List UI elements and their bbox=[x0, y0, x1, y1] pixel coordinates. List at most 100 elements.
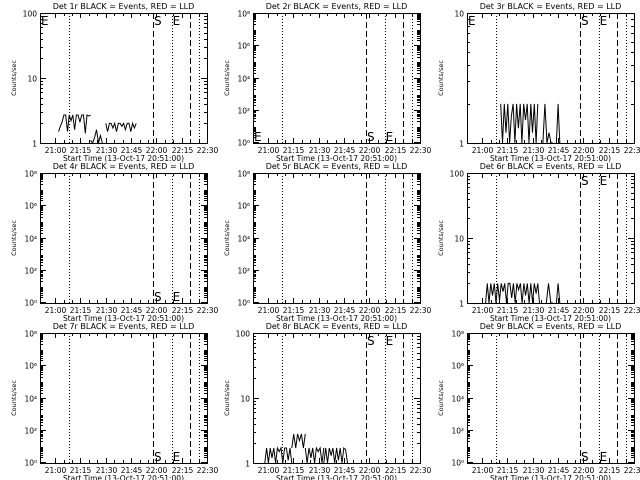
events-series-line bbox=[58, 114, 91, 134]
events-series-line bbox=[542, 103, 553, 144]
x-tick-label: 21:30 bbox=[309, 306, 331, 315]
x-tick-label: 21:00 bbox=[258, 146, 280, 155]
event-marker-label: E bbox=[600, 14, 608, 28]
y-axis-label: Counts/sec bbox=[223, 380, 231, 416]
plot-frame bbox=[40, 333, 208, 464]
x-tick-label: 21:30 bbox=[523, 466, 545, 475]
x-axis-label: Start Time (13-Oct-17 20:51:00) bbox=[490, 314, 611, 323]
y-tick-label: 10⁰ bbox=[237, 139, 250, 148]
y-tick-label: 10² bbox=[237, 267, 250, 276]
x-tick-label: 21:30 bbox=[309, 146, 331, 155]
x-axis-label: Start Time (13-Oct-17 20:51:00) bbox=[276, 474, 397, 480]
event-marker-label: S bbox=[154, 290, 162, 304]
x-tick-label: 22:30 bbox=[624, 306, 640, 315]
x-tick-label: 22:30 bbox=[410, 466, 432, 475]
x-axis-label: Start Time (13-Oct-17 20:51:00) bbox=[63, 474, 184, 480]
y-tick-label: 10 bbox=[454, 10, 464, 19]
x-tick-label: 22:00 bbox=[573, 466, 595, 475]
x-tick-label: 22:15 bbox=[172, 466, 194, 475]
x-tick-label: 21:15 bbox=[497, 306, 519, 315]
y-axis-label: Counts/sec bbox=[437, 220, 445, 256]
plot-frame bbox=[467, 333, 635, 464]
x-axis-label: Start Time (13-Oct-17 20:51:00) bbox=[63, 154, 184, 163]
x-axis-label: Start Time (13-Oct-17 20:51:00) bbox=[276, 314, 397, 323]
y-tick-label: 100 bbox=[236, 330, 251, 339]
x-tick-label: 21:45 bbox=[334, 306, 356, 315]
x-tick-label: 22:30 bbox=[197, 306, 219, 315]
panel-title: Det 1r BLACK = Events, RED = LLD bbox=[53, 2, 195, 11]
y-tick-label: 10⁸ bbox=[24, 170, 37, 179]
events-series-line bbox=[555, 103, 561, 144]
y-axis-label: Counts/sec bbox=[10, 380, 18, 416]
x-tick-label: 21:00 bbox=[258, 306, 280, 315]
x-tick-label: 21:45 bbox=[548, 146, 570, 155]
x-tick-label: 21:15 bbox=[70, 146, 92, 155]
y-tick-label: 10⁸ bbox=[237, 10, 250, 19]
x-axis-label: Start Time (13-Oct-17 20:51:00) bbox=[490, 154, 611, 163]
x-tick-label: 22:00 bbox=[573, 146, 595, 155]
plot-frame bbox=[253, 333, 421, 464]
x-tick-label: 22:15 bbox=[385, 146, 407, 155]
x-tick-label: 21:45 bbox=[121, 466, 143, 475]
y-axis-label: Counts/sec bbox=[437, 380, 445, 416]
y-axis-label: Counts/sec bbox=[223, 220, 231, 256]
x-tick-label: 21:00 bbox=[472, 146, 494, 155]
y-tick-label: 1 bbox=[32, 140, 37, 149]
x-tick-label: 21:15 bbox=[283, 466, 305, 475]
x-tick-label: 21:45 bbox=[121, 306, 143, 315]
x-tick-label: 22:30 bbox=[410, 306, 432, 315]
x-tick-label: 21:15 bbox=[497, 146, 519, 155]
y-axis-label: Counts/sec bbox=[437, 60, 445, 96]
x-tick-label: 21:30 bbox=[96, 466, 118, 475]
x-tick-label: 21:45 bbox=[334, 146, 356, 155]
event-marker-label: E bbox=[386, 130, 394, 144]
events-series-line bbox=[105, 121, 137, 132]
x-tick-label: 21:30 bbox=[523, 146, 545, 155]
plot-frame bbox=[467, 173, 635, 304]
y-tick-label: 10² bbox=[451, 427, 464, 436]
events-series-line bbox=[90, 129, 103, 145]
y-tick-label: 10⁴ bbox=[451, 395, 464, 404]
x-tick-label: 22:00 bbox=[573, 306, 595, 315]
events-series-line bbox=[500, 103, 539, 144]
x-tick-label: 21:00 bbox=[472, 306, 494, 315]
y-tick-label: 10⁴ bbox=[24, 395, 37, 404]
x-tick-label: 22:30 bbox=[197, 146, 219, 155]
plot-frame bbox=[253, 173, 421, 304]
y-tick-label: 10⁶ bbox=[237, 42, 250, 51]
y-tick-label: 10² bbox=[24, 267, 37, 276]
x-tick-label: 21:15 bbox=[70, 306, 92, 315]
y-tick-label: 10 bbox=[454, 235, 464, 244]
x-tick-label: 21:00 bbox=[45, 466, 67, 475]
x-tick-label: 22:00 bbox=[146, 466, 168, 475]
y-tick-label: 10² bbox=[24, 427, 37, 436]
x-tick-label: 22:30 bbox=[624, 466, 640, 475]
y-tick-label: 10 bbox=[240, 395, 250, 404]
y-tick-label: 100 bbox=[450, 170, 465, 179]
panel-title: Det 2r BLACK = Events, RED = LLD bbox=[266, 2, 408, 11]
panel-title: Det 7r BLACK = Events, RED = LLD bbox=[53, 322, 195, 331]
event-marker-label: E bbox=[254, 130, 262, 144]
panel-title: Det 6r BLACK = Events, RED = LLD bbox=[480, 162, 622, 171]
event-marker-label: E bbox=[173, 450, 181, 464]
event-marker-label: E bbox=[600, 174, 608, 188]
y-tick-label: 1 bbox=[245, 460, 250, 469]
panel-title: Det 5r BLACK = Events, RED = LLD bbox=[266, 162, 408, 171]
x-tick-label: 21:15 bbox=[283, 146, 305, 155]
y-tick-label: 10⁰ bbox=[24, 459, 37, 468]
panel-title: Det 9r BLACK = Events, RED = LLD bbox=[480, 322, 622, 331]
panel-title: Det 8r BLACK = Events, RED = LLD bbox=[266, 322, 408, 331]
x-tick-label: 21:15 bbox=[70, 466, 92, 475]
y-tick-label: 10⁰ bbox=[451, 459, 464, 468]
x-tick-label: 21:30 bbox=[309, 466, 331, 475]
x-tick-label: 22:30 bbox=[410, 146, 432, 155]
x-tick-label: 22:15 bbox=[599, 306, 621, 315]
panel-title: Det 3r BLACK = Events, RED = LLD bbox=[480, 2, 622, 11]
x-tick-label: 21:00 bbox=[45, 306, 67, 315]
events-series-line bbox=[323, 446, 348, 464]
x-tick-label: 21:00 bbox=[472, 466, 494, 475]
y-tick-label: 10⁶ bbox=[24, 202, 37, 211]
